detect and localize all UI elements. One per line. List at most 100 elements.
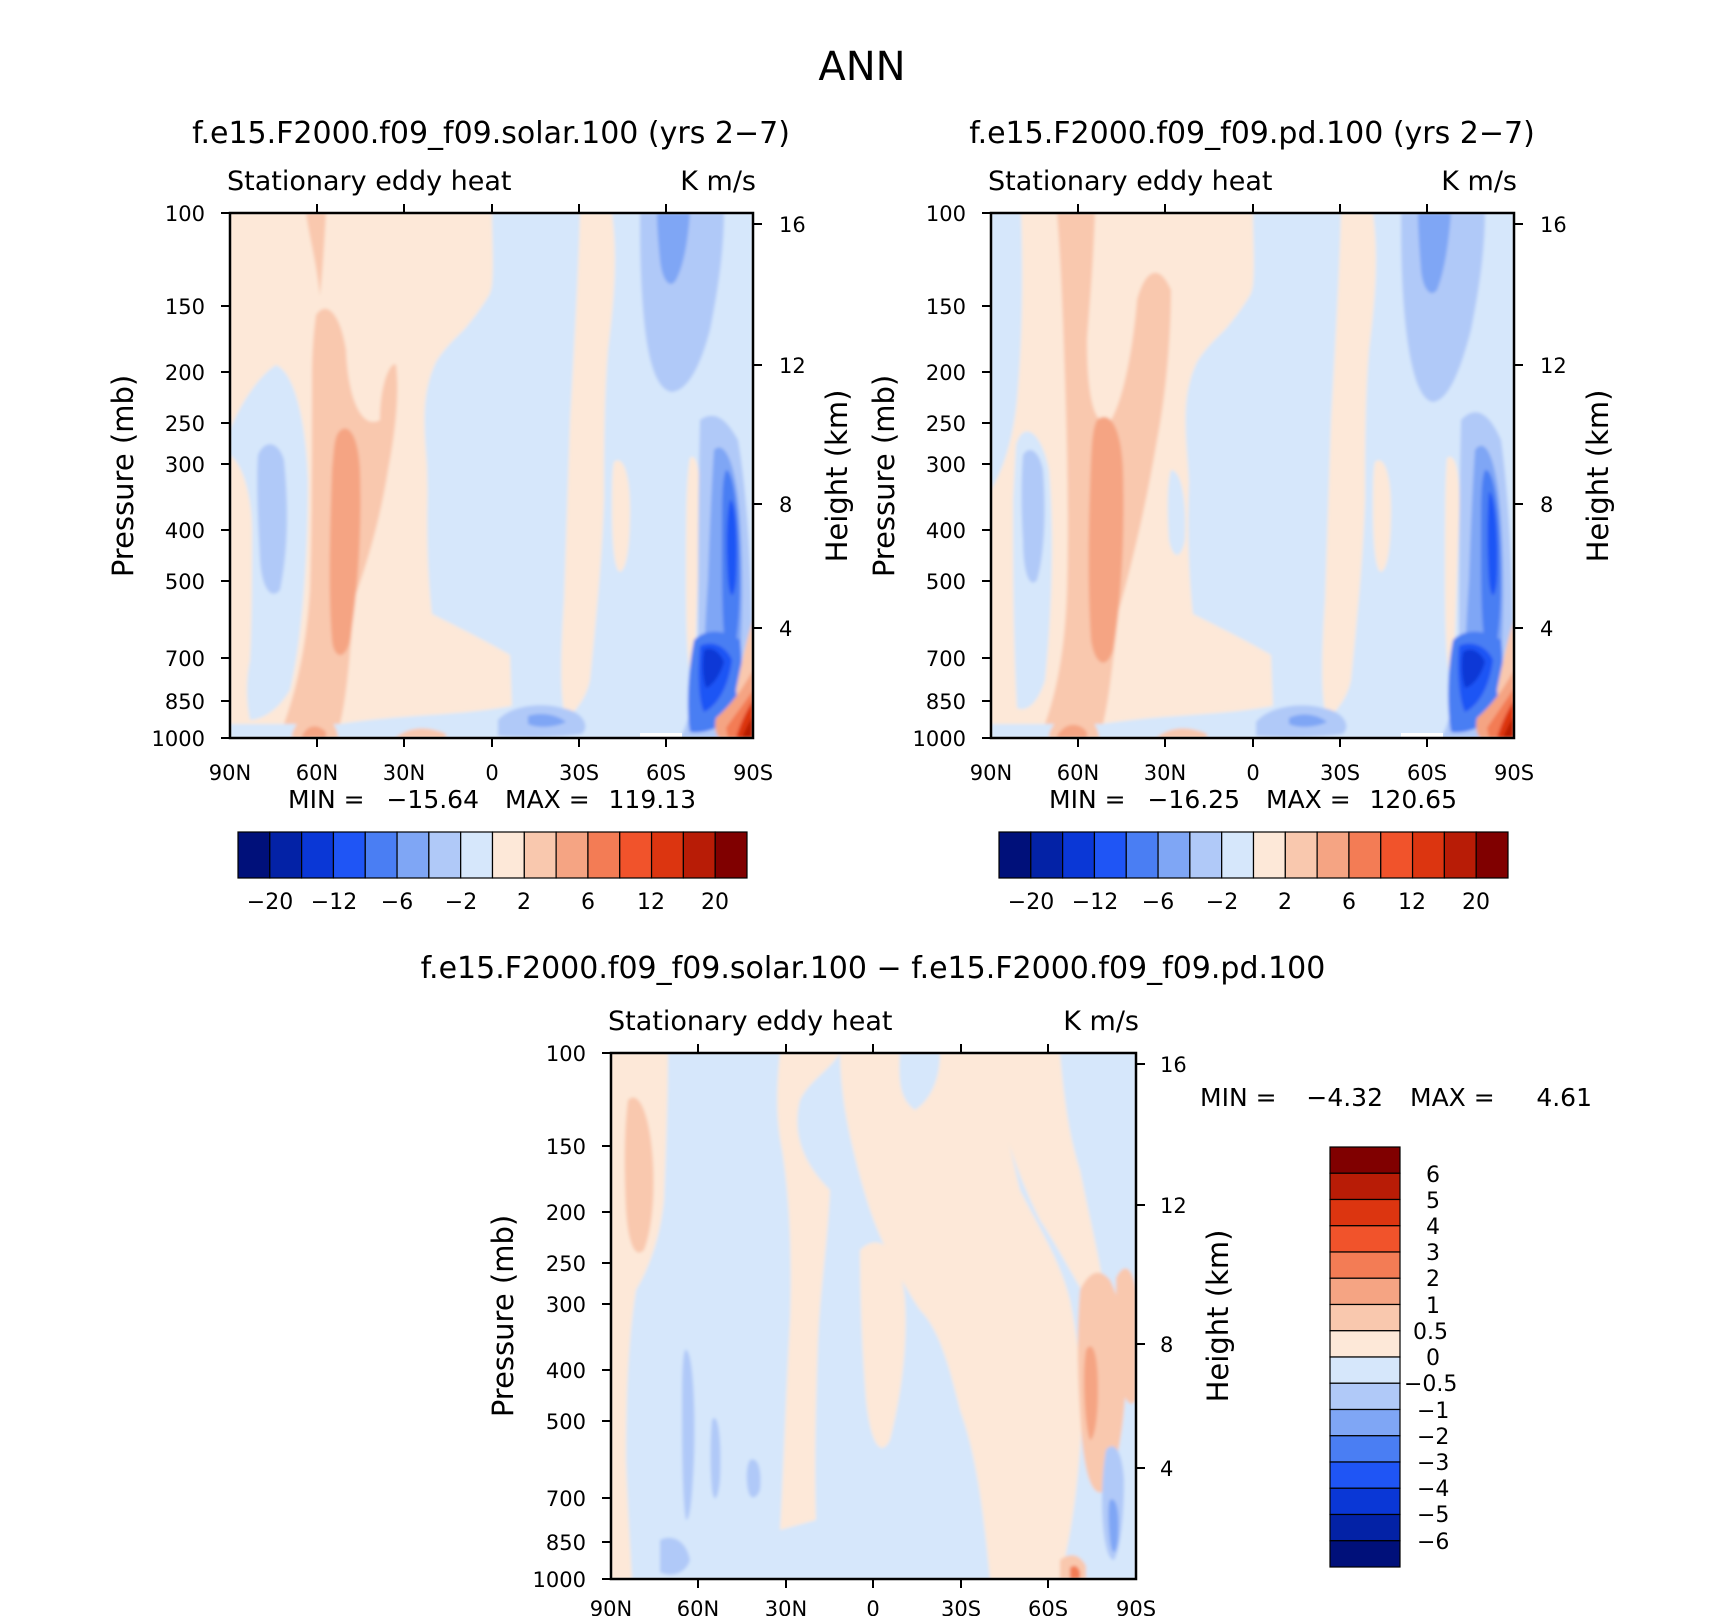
- y2-tick-label: 4: [1540, 617, 1553, 641]
- y-tick-labels: 100 150 200 250 300 400 500 700 850 1000: [152, 202, 205, 751]
- y2-tick-label: 12: [779, 354, 806, 378]
- y2-axis-label: Height (km): [1201, 1230, 1235, 1403]
- panel-difference: f.e15.F2000.f09_f09.solar.100 − f.e15.F2…: [421, 951, 1592, 1616]
- colorbar-box: [1329, 1435, 1401, 1463]
- x-tick-labels: 90N 60N 30N 0 30S 60S 90S: [590, 1597, 1156, 1616]
- y2-tick-label: 16: [1160, 1053, 1187, 1077]
- y-tick-label: 400: [926, 519, 966, 543]
- colorbar-box: [1252, 831, 1286, 879]
- x-tick-label: 90S: [1494, 761, 1534, 785]
- y-tick-label: 500: [926, 570, 966, 594]
- colorbar-box: [396, 831, 430, 879]
- y2-tick-labels: 16 12 8 4: [1160, 1053, 1187, 1481]
- colorbar-label: 20: [701, 890, 729, 915]
- colorbar-label: −2: [1417, 1425, 1449, 1450]
- y-tick-label: 700: [165, 647, 205, 671]
- colorbar-label: 1: [1426, 1294, 1440, 1319]
- colorbar-box: [1062, 831, 1096, 879]
- y-tick-label: 400: [546, 1359, 586, 1383]
- y2-axis-label: Height (km): [1581, 390, 1615, 563]
- frame-ticks: [221, 204, 762, 747]
- max-label: MAX =: [505, 785, 590, 814]
- colorbar-box: [1329, 1251, 1401, 1279]
- colorbar-label: −12: [1072, 890, 1118, 915]
- field-positive-edge: [230, 213, 261, 724]
- panel-title: f.e15.F2000.f09_f09.solar.100 − f.e15.F2…: [421, 951, 1326, 986]
- colorbar-box: [619, 831, 653, 879]
- colorbar-box: [301, 831, 335, 879]
- x-tick-label: 90S: [1116, 1597, 1156, 1616]
- units-label: K m/s: [1441, 166, 1517, 197]
- units-label: K m/s: [1063, 1006, 1139, 1037]
- colorbar-boxes: [1329, 1146, 1401, 1568]
- min-value: −16.25: [1147, 785, 1240, 814]
- x-tick-label: 30S: [941, 1597, 981, 1616]
- left-label: Stationary eddy heat: [608, 1006, 893, 1037]
- colorbar-label: −6: [381, 890, 413, 915]
- colorbar-label: −1: [1417, 1399, 1449, 1424]
- colorbar-label: 6: [581, 890, 595, 915]
- min-label: MIN =: [1200, 1083, 1277, 1112]
- frame-ticks: [602, 1044, 1145, 1588]
- y-tick-label: 400: [165, 519, 205, 543]
- y2-tick-label: 8: [1540, 493, 1553, 517]
- colorbar-box: [1329, 1540, 1401, 1568]
- x-tick-label: 30S: [1320, 761, 1360, 785]
- min-value: −15.64: [386, 785, 479, 814]
- x-tick-label: 30N: [765, 1597, 807, 1616]
- colorbar-box: [1329, 1461, 1401, 1489]
- colorbar-box: [1329, 1408, 1401, 1437]
- colorbar-label: 2: [1278, 890, 1292, 915]
- colorbar-box: [1329, 1198, 1401, 1227]
- colorbar-labels: −20 −12 −6 −2 2 6 12 20: [1008, 890, 1490, 915]
- colorbar-box: [1157, 831, 1191, 879]
- colorbar-box: [682, 831, 716, 879]
- x-tick-label: 60N: [1057, 761, 1099, 785]
- colorbar-label: −20: [1008, 890, 1054, 915]
- min-label: MIN =: [1049, 785, 1126, 814]
- colorbar: −20 −12 −6 −2 2 6 12 20: [237, 831, 748, 915]
- colorbar-box: [364, 831, 398, 879]
- x-tick-label: 0: [866, 1597, 879, 1616]
- colorbar-label: −4: [1417, 1477, 1449, 1502]
- y-tick-label: 150: [546, 1135, 586, 1159]
- figure-title: ANN: [818, 44, 905, 90]
- y-axis-label: Pressure (mb): [867, 375, 901, 577]
- x-tick-label: 60S: [1407, 761, 1447, 785]
- contour-field: [611, 1053, 1136, 1579]
- max-label: MAX =: [1266, 785, 1351, 814]
- y-tick-label: 1000: [533, 1568, 586, 1592]
- x-tick-labels: 90N 60N 30N 0 30S 60S 90S: [209, 761, 773, 785]
- colorbar-label: 3: [1426, 1241, 1440, 1266]
- y2-tick-label: 4: [1160, 1457, 1173, 1481]
- x-tick-labels: 90N 60N 30N 0 30S 60S 90S: [970, 761, 1534, 785]
- colorbar-box: [1316, 831, 1350, 879]
- colorbar-box: [1329, 1330, 1401, 1358]
- colorbar-box: [1443, 831, 1477, 879]
- frame-ticks: [982, 204, 1523, 747]
- y-tick-label: 100: [926, 202, 966, 226]
- x-tick-label: 0: [1246, 761, 1259, 785]
- y-axis-label: Pressure (mb): [486, 1215, 520, 1417]
- colorbar-label: 0: [1426, 1346, 1440, 1371]
- field-negative-north-core: [257, 444, 287, 594]
- colorbar-box: [1329, 1277, 1401, 1306]
- y-axis-label: Pressure (mb): [106, 375, 140, 577]
- y-tick-label: 1000: [913, 727, 966, 751]
- y2-tick-labels: 16 12 8 4: [779, 213, 806, 641]
- y-tick-label: 200: [926, 361, 966, 385]
- x-tick-label: 30S: [559, 761, 599, 785]
- y2-tick-label: 12: [1540, 354, 1567, 378]
- x-tick-label: 60N: [296, 761, 338, 785]
- panel-title: f.e15.F2000.f09_f09.pd.100 (yrs 2−7): [969, 116, 1535, 151]
- colorbar-label: −20: [247, 890, 293, 915]
- colorbar-label: −0.5: [1404, 1372, 1457, 1397]
- colorbar-box: [1284, 831, 1318, 879]
- y2-tick-label: 16: [779, 213, 806, 237]
- colorbar-label: −2: [445, 890, 477, 915]
- colorbar-box: [1221, 831, 1255, 879]
- colorbar-label: −2: [1206, 890, 1238, 915]
- x-tick-label: 90S: [733, 761, 773, 785]
- colorbar-box: [555, 831, 589, 879]
